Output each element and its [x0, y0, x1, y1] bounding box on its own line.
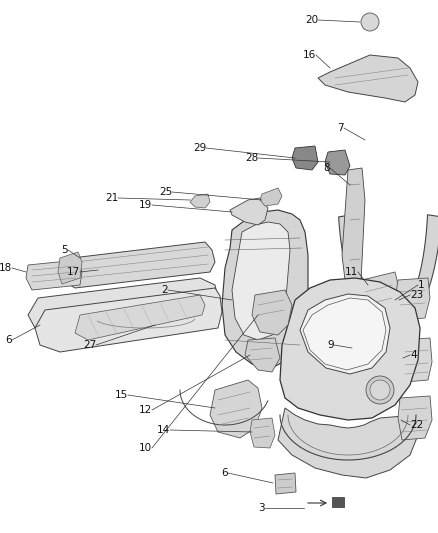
Polygon shape	[210, 380, 262, 438]
Text: 4: 4	[410, 350, 417, 360]
Polygon shape	[58, 252, 82, 284]
Text: 21: 21	[105, 193, 118, 203]
Polygon shape	[190, 194, 210, 208]
Text: 20: 20	[305, 15, 318, 25]
Polygon shape	[400, 338, 432, 382]
Text: 27: 27	[83, 340, 96, 350]
Polygon shape	[60, 242, 215, 288]
Polygon shape	[28, 278, 218, 335]
Text: 23: 23	[410, 290, 423, 300]
Text: 14: 14	[157, 425, 170, 435]
Polygon shape	[250, 418, 275, 448]
Text: 3: 3	[258, 503, 265, 513]
Text: 5: 5	[61, 245, 68, 255]
Polygon shape	[300, 294, 390, 374]
Polygon shape	[252, 290, 292, 335]
Polygon shape	[318, 55, 418, 102]
Text: 6: 6	[221, 468, 228, 478]
Polygon shape	[398, 396, 432, 440]
Polygon shape	[75, 295, 205, 340]
Text: 10: 10	[139, 443, 152, 453]
Polygon shape	[339, 215, 438, 335]
Text: 25: 25	[159, 187, 172, 197]
Text: 6: 6	[5, 335, 12, 345]
Text: 18: 18	[0, 263, 12, 273]
Polygon shape	[275, 473, 296, 494]
Polygon shape	[303, 298, 386, 370]
Polygon shape	[360, 272, 400, 322]
Text: 17: 17	[67, 267, 80, 277]
Text: 19: 19	[139, 200, 152, 210]
Polygon shape	[245, 338, 280, 372]
FancyBboxPatch shape	[332, 497, 344, 507]
Polygon shape	[342, 168, 365, 305]
Text: 11: 11	[345, 267, 358, 277]
Polygon shape	[292, 146, 318, 170]
Polygon shape	[280, 278, 420, 420]
Text: 1: 1	[418, 280, 424, 290]
Polygon shape	[35, 288, 222, 352]
Text: 9: 9	[327, 340, 334, 350]
Polygon shape	[222, 210, 308, 368]
Circle shape	[366, 376, 394, 404]
Polygon shape	[260, 188, 282, 206]
Circle shape	[370, 380, 390, 400]
Text: 7: 7	[337, 123, 344, 133]
Polygon shape	[278, 408, 420, 478]
Text: 2: 2	[161, 285, 168, 295]
Polygon shape	[348, 322, 392, 372]
Polygon shape	[325, 150, 350, 175]
Circle shape	[361, 13, 379, 31]
Polygon shape	[230, 198, 268, 225]
Text: 16: 16	[303, 50, 316, 60]
Text: 29: 29	[193, 143, 206, 153]
Text: 22: 22	[410, 420, 423, 430]
Text: 8: 8	[323, 163, 330, 173]
Polygon shape	[26, 260, 82, 290]
Polygon shape	[395, 278, 430, 320]
Text: 28: 28	[245, 153, 258, 163]
Polygon shape	[232, 222, 290, 340]
Text: 15: 15	[115, 390, 128, 400]
Text: 12: 12	[139, 405, 152, 415]
